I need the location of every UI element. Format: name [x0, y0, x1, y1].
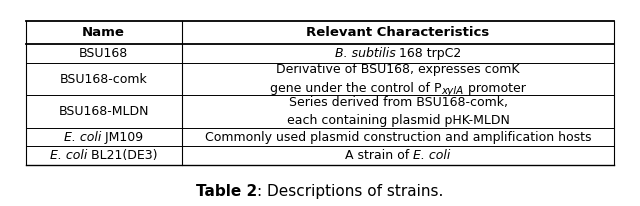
Text: Derivative of BSU168, expresses comK: Derivative of BSU168, expresses comK [276, 63, 520, 76]
Text: gene under the control of P: gene under the control of P [270, 82, 442, 95]
Text: E. coli: E. coli [64, 131, 101, 144]
Text: E. coli: E. coli [50, 149, 87, 162]
Text: : Descriptions of strains.: : Descriptions of strains. [257, 184, 444, 199]
Text: A strain of: A strain of [345, 149, 413, 162]
Text: E. coli: E. coli [413, 149, 451, 162]
Text: B. subtilis: B. subtilis [335, 47, 396, 60]
Text: BSU168-comk: BSU168-comk [60, 73, 147, 85]
Text: 168 trpC2: 168 trpC2 [396, 47, 461, 60]
Text: xylA: xylA [442, 86, 464, 96]
Text: BSU168-MLDN: BSU168-MLDN [58, 105, 149, 118]
Text: Series derived from BSU168-comk,: Series derived from BSU168-comk, [289, 96, 508, 109]
Text: promoter: promoter [464, 82, 526, 95]
Text: BSU168: BSU168 [79, 47, 128, 60]
Text: Name: Name [82, 26, 125, 39]
Text: Commonly used plasmid construction and amplification hosts: Commonly used plasmid construction and a… [205, 131, 591, 144]
Text: JM109: JM109 [101, 131, 143, 144]
Text: Table 2: Table 2 [196, 184, 257, 199]
Text: BL21(DE3): BL21(DE3) [87, 149, 157, 162]
Text: Relevant Characteristics: Relevant Characteristics [307, 26, 490, 39]
Text: each containing plasmid pHK-MLDN: each containing plasmid pHK-MLDN [287, 114, 509, 127]
